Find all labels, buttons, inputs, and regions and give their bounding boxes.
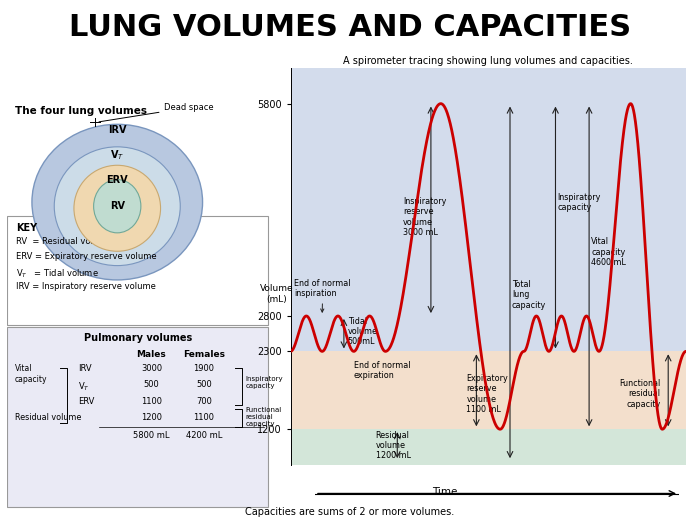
Ellipse shape xyxy=(74,165,160,251)
Text: 1200: 1200 xyxy=(141,413,162,422)
Text: Males: Males xyxy=(136,350,167,359)
Text: ERV: ERV xyxy=(106,175,128,185)
Text: RV: RV xyxy=(110,201,125,211)
FancyBboxPatch shape xyxy=(7,327,268,507)
Text: Females: Females xyxy=(183,350,225,359)
Ellipse shape xyxy=(55,147,181,266)
Text: V$_T$: V$_T$ xyxy=(78,380,90,393)
Text: Residual volume: Residual volume xyxy=(15,413,81,422)
Title: A spirometer tracing showing lung volumes and capacities.: A spirometer tracing showing lung volume… xyxy=(343,56,634,66)
Text: Functional
residual
capacity: Functional residual capacity xyxy=(246,407,282,427)
Text: Vital
capacity: Vital capacity xyxy=(15,364,48,384)
Text: ERV = Expiratory reserve volume: ERV = Expiratory reserve volume xyxy=(16,252,157,261)
Text: Inspiratory
capacity: Inspiratory capacity xyxy=(246,376,284,389)
Text: Dead space: Dead space xyxy=(99,103,214,122)
Text: 1100: 1100 xyxy=(141,397,162,406)
Text: Expiratory
reserve
volume
1100 mL: Expiratory reserve volume 1100 mL xyxy=(466,374,508,414)
Text: 500: 500 xyxy=(144,380,160,389)
Text: Residual
volume
1200 mL: Residual volume 1200 mL xyxy=(375,430,410,460)
Text: KEY: KEY xyxy=(16,223,37,233)
Text: IRV = Inspiratory reserve volume: IRV = Inspiratory reserve volume xyxy=(16,282,156,291)
Text: IRV: IRV xyxy=(108,125,127,135)
Ellipse shape xyxy=(94,180,141,233)
Text: Functional
residual
capacity: Functional residual capacity xyxy=(619,379,660,409)
Text: 700: 700 xyxy=(196,397,212,406)
Text: IRV: IRV xyxy=(78,364,92,373)
Text: 500: 500 xyxy=(196,380,211,389)
Text: LUNG VOLUMES AND CAPACITIES: LUNG VOLUMES AND CAPACITIES xyxy=(69,13,631,42)
Text: Inspiratory
capacity: Inspiratory capacity xyxy=(557,193,601,213)
Text: RV  = Residual volume: RV = Residual volume xyxy=(16,237,112,246)
Text: 4200 mL: 4200 mL xyxy=(186,432,222,440)
Text: The four lung volumes: The four lung volumes xyxy=(15,106,147,116)
FancyBboxPatch shape xyxy=(7,216,268,325)
Text: 5800 mL: 5800 mL xyxy=(133,432,169,440)
Ellipse shape xyxy=(32,124,202,280)
Text: Capacities are sums of 2 or more volumes.: Capacities are sums of 2 or more volumes… xyxy=(246,507,454,517)
Text: Tidal
volume
500mL: Tidal volume 500mL xyxy=(348,317,378,346)
Text: End of normal
inspiration: End of normal inspiration xyxy=(295,279,351,312)
Bar xyxy=(290,429,686,465)
Text: Inspiratory
reserve
volume
3000 mL: Inspiratory reserve volume 3000 mL xyxy=(403,197,447,237)
Text: Vital
capacity
4600 mL: Vital capacity 4600 mL xyxy=(591,237,626,267)
Text: 3000: 3000 xyxy=(141,364,162,373)
Text: Volume
(mL): Volume (mL) xyxy=(260,285,293,303)
Text: V$_T$: V$_T$ xyxy=(110,148,125,162)
Text: Pulmonary volumes: Pulmonary volumes xyxy=(84,333,192,343)
Text: 1100: 1100 xyxy=(193,413,214,422)
Text: End of normal
expiration: End of normal expiration xyxy=(354,361,410,380)
Bar xyxy=(290,351,686,429)
Text: 1900: 1900 xyxy=(193,364,214,373)
Text: ERV: ERV xyxy=(78,397,94,406)
Text: V$_T$   = Tidal volume: V$_T$ = Tidal volume xyxy=(16,267,99,280)
Bar xyxy=(290,68,686,351)
Text: Total
lung
capacity: Total lung capacity xyxy=(512,280,546,310)
Text: Time: Time xyxy=(432,487,457,498)
